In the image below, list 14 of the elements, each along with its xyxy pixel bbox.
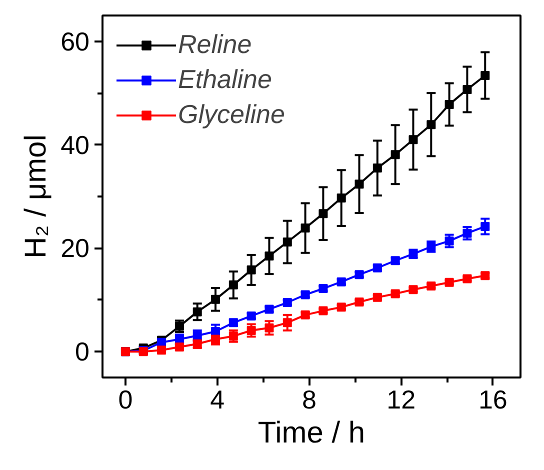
x-tick-label: 12 xyxy=(386,384,416,414)
y-tick-label: 20 xyxy=(60,233,90,264)
legend-label: Reline xyxy=(178,29,252,60)
x-tick-label: 8 xyxy=(302,384,316,414)
x-tick-label: 16 xyxy=(478,384,508,414)
x-axis-title: Time / h xyxy=(258,416,366,450)
y-tick-label: 40 xyxy=(60,130,90,160)
x-tick-label: 4 xyxy=(210,384,225,414)
legend-label: Glyceline xyxy=(178,99,285,130)
y-tick-label: 60 xyxy=(60,26,90,56)
y-tick-label: 0 xyxy=(75,336,90,367)
x-tick-label: 0 xyxy=(118,384,133,414)
legend-label: Ethaline xyxy=(178,64,272,95)
y-axis-title: H₂ / μmol xyxy=(20,134,53,258)
